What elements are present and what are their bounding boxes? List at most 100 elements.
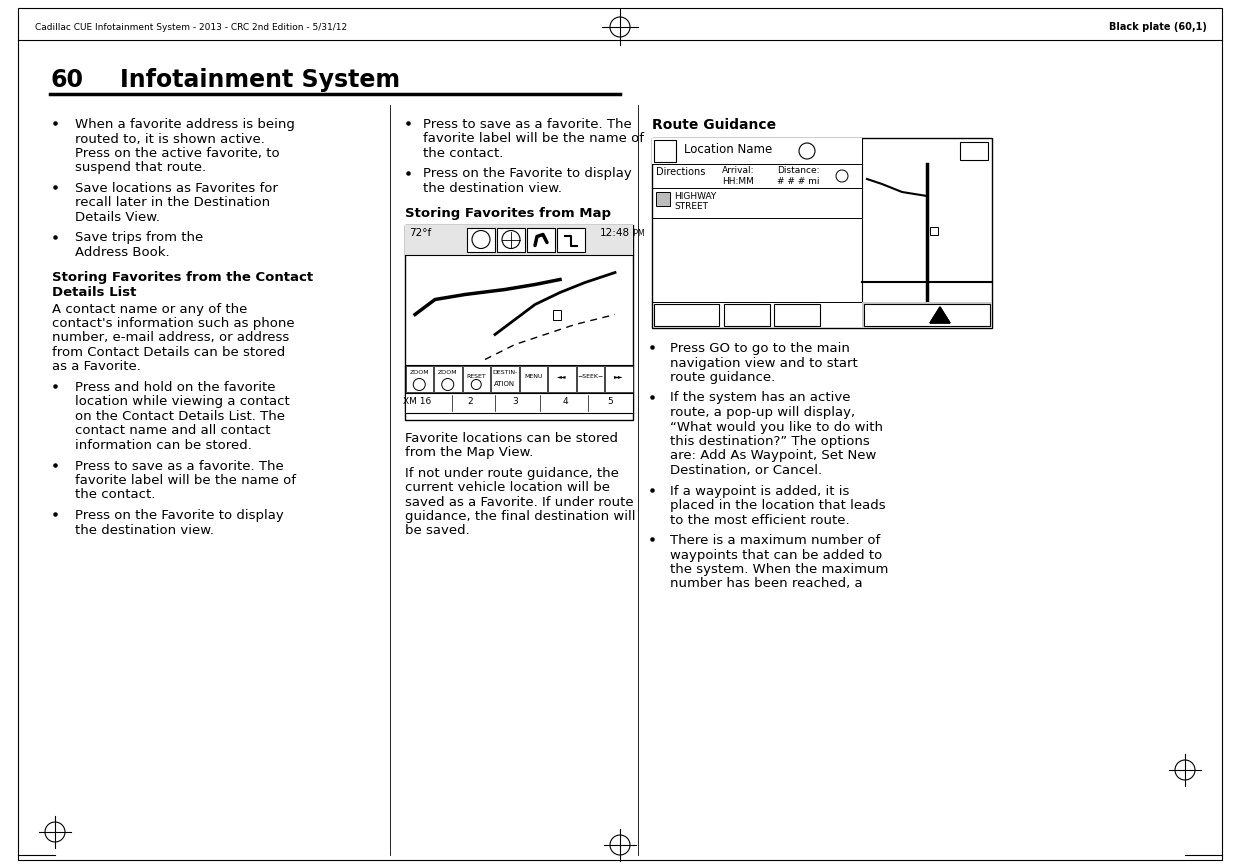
Bar <box>405 365 632 392</box>
Text: Address Book.: Address Book. <box>74 246 170 259</box>
Text: i: i <box>806 146 808 156</box>
Text: the contact.: the contact. <box>423 147 503 160</box>
Circle shape <box>471 379 481 390</box>
Bar <box>862 302 992 328</box>
Text: the system. When the maximum: the system. When the maximum <box>670 563 888 576</box>
Text: There is a maximum number of: There is a maximum number of <box>670 534 880 547</box>
Bar <box>960 142 988 160</box>
Text: SAVE: SAVE <box>782 311 811 321</box>
Bar <box>463 365 490 391</box>
Text: placed in the location that leads: placed in the location that leads <box>670 499 885 512</box>
Text: on the Contact Details List. The: on the Contact Details List. The <box>74 410 285 423</box>
Text: Press on the Favorite to display: Press on the Favorite to display <box>74 509 284 522</box>
Text: −: − <box>415 379 423 390</box>
Text: Save locations as Favorites for: Save locations as Favorites for <box>74 182 278 195</box>
Text: are: Add As Waypoint, Set New: are: Add As Waypoint, Set New <box>670 450 877 463</box>
Text: ZOOM: ZOOM <box>438 370 458 374</box>
Text: Details List: Details List <box>52 286 136 299</box>
Text: “What would you like to do with: “What would you like to do with <box>670 420 883 433</box>
Text: Distance:: Distance: <box>777 166 820 175</box>
Bar <box>467 227 495 252</box>
Text: from the Map View.: from the Map View. <box>405 446 533 459</box>
Text: recall later in the Destination: recall later in the Destination <box>74 196 270 209</box>
Text: ⇐: ⇐ <box>660 144 671 157</box>
Bar <box>774 304 820 326</box>
Text: ATION: ATION <box>495 382 516 387</box>
Text: Route Guidance: Route Guidance <box>652 118 776 132</box>
Text: RESET: RESET <box>466 374 486 379</box>
Bar <box>434 365 461 391</box>
Text: information can be stored.: information can be stored. <box>74 439 252 452</box>
Text: Black plate (60,1): Black plate (60,1) <box>1109 22 1207 32</box>
Text: saved as a Favorite. If under route: saved as a Favorite. If under route <box>405 496 634 509</box>
Text: EXIT: EXIT <box>966 147 982 155</box>
Text: Press on the Favorite to display: Press on the Favorite to display <box>423 168 631 181</box>
Circle shape <box>413 378 425 391</box>
Bar <box>653 304 719 326</box>
Text: be saved.: be saved. <box>405 524 470 537</box>
Text: 3: 3 <box>512 397 518 405</box>
Text: A contact name or any of the: A contact name or any of the <box>52 303 247 315</box>
Bar <box>577 365 604 391</box>
Text: Press and hold on the favorite: Press and hold on the favorite <box>74 381 275 394</box>
Text: Details View.: Details View. <box>74 211 160 224</box>
Bar <box>491 365 518 391</box>
Text: location while viewing a contact: location while viewing a contact <box>74 396 290 409</box>
Text: 12:48: 12:48 <box>600 228 630 239</box>
Text: contact name and all contact: contact name and all contact <box>74 424 270 437</box>
Text: DESTIN-: DESTIN- <box>492 370 517 374</box>
Text: 2: 2 <box>467 397 472 405</box>
Text: suspend that route.: suspend that route. <box>74 161 206 174</box>
Text: the destination view.: the destination view. <box>423 182 562 195</box>
Text: −SEEK−: −SEEK− <box>577 374 604 379</box>
Text: to the most efficient route.: to the most efficient route. <box>670 514 849 527</box>
Text: from Contact Details can be stored: from Contact Details can be stored <box>52 346 285 359</box>
Text: the destination view.: the destination view. <box>74 523 215 536</box>
Text: HH:MM: HH:MM <box>722 177 754 186</box>
Text: STREET: STREET <box>675 202 708 211</box>
Text: MENU: MENU <box>525 374 543 379</box>
Text: contact's information such as phone: contact's information such as phone <box>52 317 295 330</box>
Circle shape <box>836 170 848 182</box>
Text: Destination, or Cancel.: Destination, or Cancel. <box>670 464 822 477</box>
Bar <box>557 227 585 252</box>
Text: Arrival:: Arrival: <box>722 166 754 175</box>
Circle shape <box>799 143 815 159</box>
Text: Favorite locations can be stored: Favorite locations can be stored <box>405 431 618 444</box>
Text: navigation view and to start: navigation view and to start <box>670 357 858 370</box>
Polygon shape <box>930 307 950 323</box>
Circle shape <box>502 231 520 248</box>
Bar <box>724 304 770 326</box>
Bar <box>548 365 575 391</box>
Text: this destination?” The options: this destination?” The options <box>670 435 869 448</box>
Text: Storing Favorites from Map: Storing Favorites from Map <box>405 207 611 220</box>
Text: If the system has an active: If the system has an active <box>670 391 851 404</box>
Bar <box>864 304 990 326</box>
Text: favorite label will be the name of: favorite label will be the name of <box>423 133 644 146</box>
Text: Save trips from the: Save trips from the <box>74 232 203 245</box>
Bar <box>652 138 992 328</box>
Circle shape <box>472 231 490 248</box>
Text: CALL: CALL <box>733 311 761 321</box>
Circle shape <box>441 378 454 391</box>
Bar <box>527 227 556 252</box>
Bar <box>652 138 862 164</box>
Text: waypoints that can be added to: waypoints that can be added to <box>670 549 882 562</box>
Text: the contact.: the contact. <box>74 489 155 502</box>
Text: When a favorite address is being: When a favorite address is being <box>74 118 295 131</box>
Text: guidance, the final destination will: guidance, the final destination will <box>405 510 635 523</box>
Text: Press GO to go to the main: Press GO to go to the main <box>670 342 849 355</box>
Bar <box>653 140 676 162</box>
Text: Cadillac CUE Infotainment System - 2013 - CRC 2nd Edition - 5/31/12: Cadillac CUE Infotainment System - 2013 … <box>35 23 347 31</box>
Text: # # # mi: # # # mi <box>777 177 820 186</box>
Bar <box>930 227 937 235</box>
Bar <box>520 365 547 391</box>
Bar <box>553 310 560 319</box>
Polygon shape <box>930 307 950 323</box>
Text: favorite label will be the name of: favorite label will be the name of <box>74 474 296 487</box>
Text: number, e-mail address, or address: number, e-mail address, or address <box>52 332 289 345</box>
Text: ZOOM: ZOOM <box>409 370 429 374</box>
Text: +: + <box>444 379 451 390</box>
Text: Storing Favorites from the Contact: Storing Favorites from the Contact <box>52 271 314 284</box>
Text: Infotainment System: Infotainment System <box>120 68 401 92</box>
